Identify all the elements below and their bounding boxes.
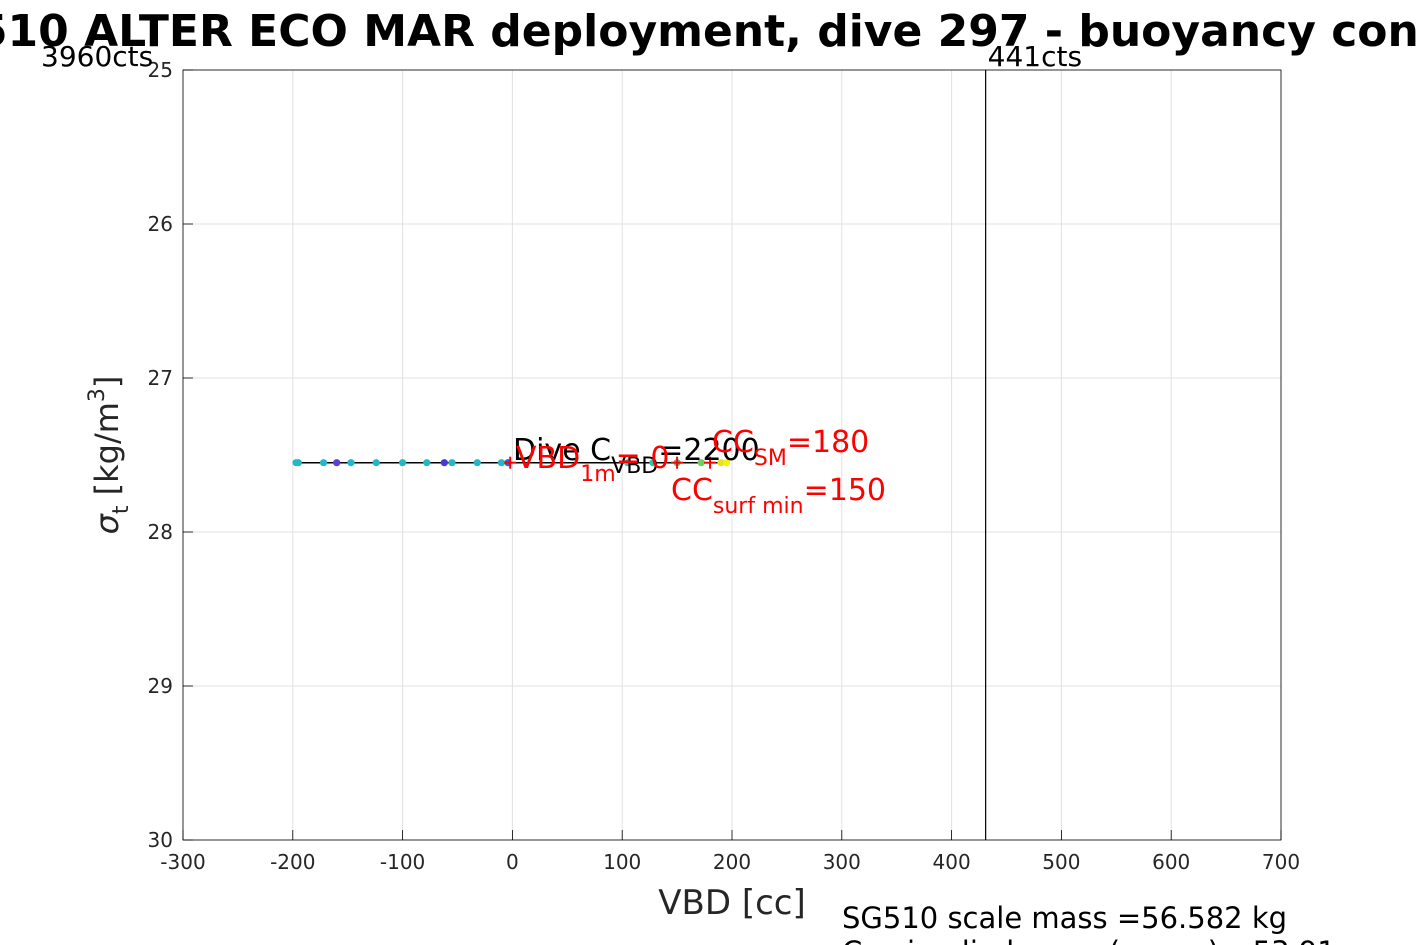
annotation-dive-c: Dive CVBD=2200 xyxy=(513,433,760,479)
ad-limit-label: 441cts xyxy=(988,40,1082,73)
data-series xyxy=(292,456,731,469)
y-tick-label: 25 xyxy=(148,58,173,82)
data-point xyxy=(497,459,506,467)
annotation-value: =2200 xyxy=(658,433,759,468)
x-tick-label: 0 xyxy=(506,850,519,874)
y-tick-label: 29 xyxy=(148,674,173,698)
marker-vbd-1m-0 xyxy=(504,456,517,469)
x-tick-label: 700 xyxy=(1262,850,1300,874)
x-tick-label: 300 xyxy=(823,850,861,874)
annotation-cc-surf: CCsurf min=150 xyxy=(671,473,886,519)
annotation-sub: surf min xyxy=(713,494,804,519)
data-point xyxy=(697,459,705,467)
data-point xyxy=(440,459,448,467)
y-tick-label: 30 xyxy=(148,828,173,852)
x-axis-label: VBD [cc] xyxy=(658,883,806,923)
annotation-main: VBD xyxy=(516,441,580,476)
annotation-main: CC xyxy=(671,473,713,508)
data-point xyxy=(319,459,328,467)
data-point xyxy=(722,459,731,467)
annotation-sub: SM xyxy=(754,446,787,471)
data-point xyxy=(372,459,380,467)
x-tick-label: 100 xyxy=(603,850,641,874)
chart-title: SG510 ALTER ECO MAR deployment, dive 297… xyxy=(0,6,1417,57)
data-point xyxy=(399,459,407,467)
annotation-main: Dive C xyxy=(513,433,611,468)
annotation-main: CC xyxy=(712,425,754,460)
x-tick-label: 600 xyxy=(1152,850,1190,874)
x-tick-label: 200 xyxy=(713,850,751,874)
x-tick-label: -100 xyxy=(380,850,425,874)
data-point xyxy=(294,459,302,467)
annotation-cc-sm: CCSM=180 xyxy=(712,425,869,471)
data-point xyxy=(649,459,657,467)
y-tick-label: 28 xyxy=(148,520,173,544)
data-point xyxy=(347,459,355,467)
ad-limits: 3960cts 441cts xyxy=(41,40,1082,840)
annotation-vbd-1m: VBD1m= 0 xyxy=(516,441,669,487)
data-point xyxy=(333,459,341,467)
footer-line-implied: Ceo implied mass (ocean) =53.91 xyxy=(842,935,1336,945)
footer-line-mass: SG510 scale mass =56.582 kg xyxy=(842,901,1287,935)
y-tick-label: 27 xyxy=(148,366,173,390)
ad-limit-label: 3960cts xyxy=(41,40,153,73)
x-tick-label: -200 xyxy=(270,850,315,874)
annotation-value: =150 xyxy=(804,473,886,508)
x-tick-label: 500 xyxy=(1042,850,1080,874)
annotation-sub: VBD xyxy=(611,454,658,479)
y-axis-sup: 3 xyxy=(85,388,110,402)
data-point xyxy=(717,459,725,467)
marker-vbd-neutral xyxy=(671,456,684,469)
data-point xyxy=(423,459,431,467)
y-axis-unit-close: ] xyxy=(88,376,126,388)
y-axis-unit-open: [kg/m xyxy=(88,402,126,505)
data-point xyxy=(473,459,481,467)
y-axis-label: σt [kg/m3] xyxy=(85,376,134,535)
y-axis-sigma: σ xyxy=(88,512,126,534)
annotation-value: = 0 xyxy=(616,441,670,476)
data-point xyxy=(624,459,632,467)
x-tick-label: -300 xyxy=(160,850,205,874)
y-tick-label: 26 xyxy=(148,212,173,236)
y-axis-sub: t xyxy=(109,505,134,514)
axis-ticks: -300 -200 -100 0 100 200 300 400 500 600 700 25 26 27… xyxy=(148,58,1301,874)
x-tick-label: 400 xyxy=(933,850,971,874)
marker-cc-sm xyxy=(704,456,717,469)
data-point xyxy=(448,459,456,467)
annotation-sub: 1m xyxy=(580,462,615,487)
annotation-value: =180 xyxy=(787,425,869,460)
